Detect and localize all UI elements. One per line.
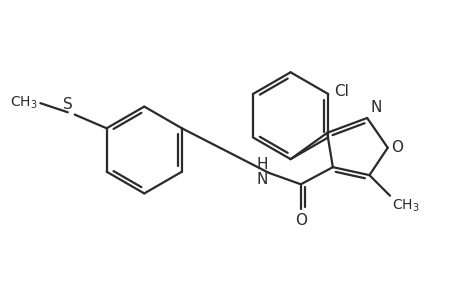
Text: CH$_3$: CH$_3$ bbox=[11, 95, 38, 111]
Text: S: S bbox=[62, 97, 72, 112]
Text: O: O bbox=[390, 140, 402, 155]
Text: N: N bbox=[256, 172, 267, 187]
Text: N: N bbox=[370, 100, 381, 115]
Text: H: H bbox=[256, 157, 267, 172]
Text: CH$_3$: CH$_3$ bbox=[392, 198, 419, 214]
Text: O: O bbox=[294, 213, 306, 228]
Text: Cl: Cl bbox=[333, 84, 348, 99]
